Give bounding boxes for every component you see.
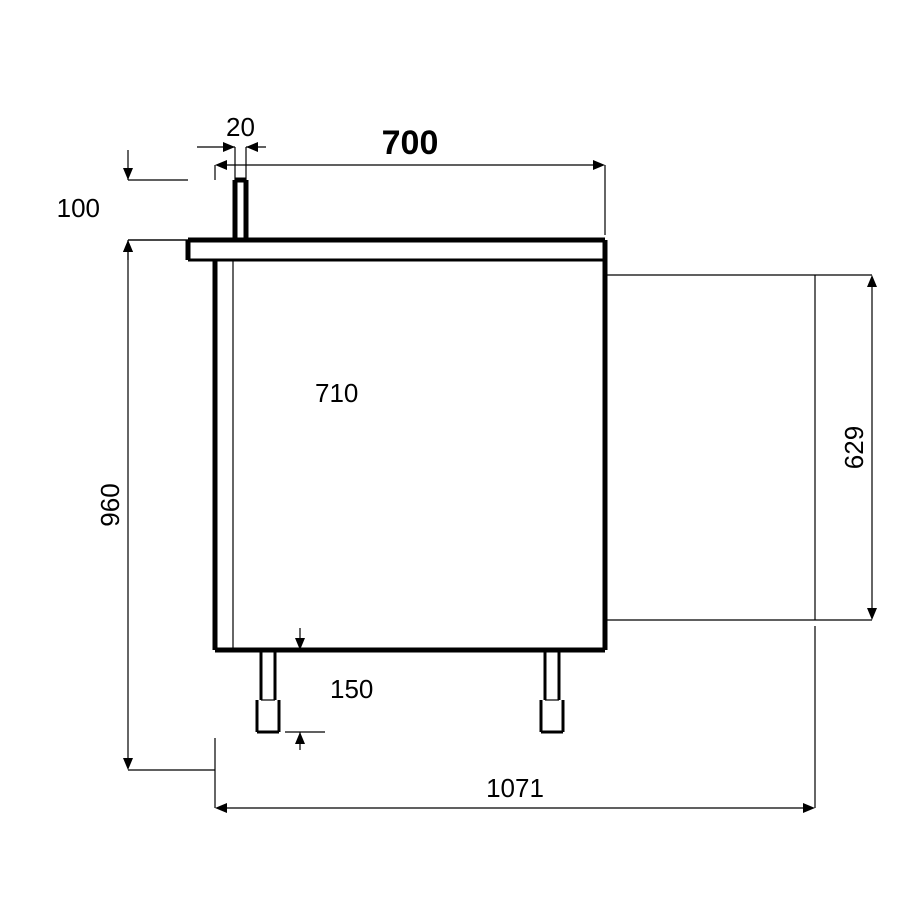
- dim-20-label: 20: [226, 112, 255, 142]
- dim-960-label: 960: [95, 483, 125, 526]
- cabinet-outline: [188, 180, 815, 732]
- dim-1071-label: 1071: [486, 773, 544, 803]
- technical-drawing: 700 20 100 960 629 710 150 1071: [0, 0, 900, 900]
- dim-150-label: 150: [330, 674, 373, 704]
- dim-710-label: 710: [315, 378, 358, 408]
- dim-629-label: 629: [839, 426, 869, 469]
- dim-100-label: 100: [57, 193, 100, 223]
- dim-700-label: 700: [382, 124, 439, 162]
- dimensions: 700 20 100 960 629 710 150 1071: [57, 112, 877, 813]
